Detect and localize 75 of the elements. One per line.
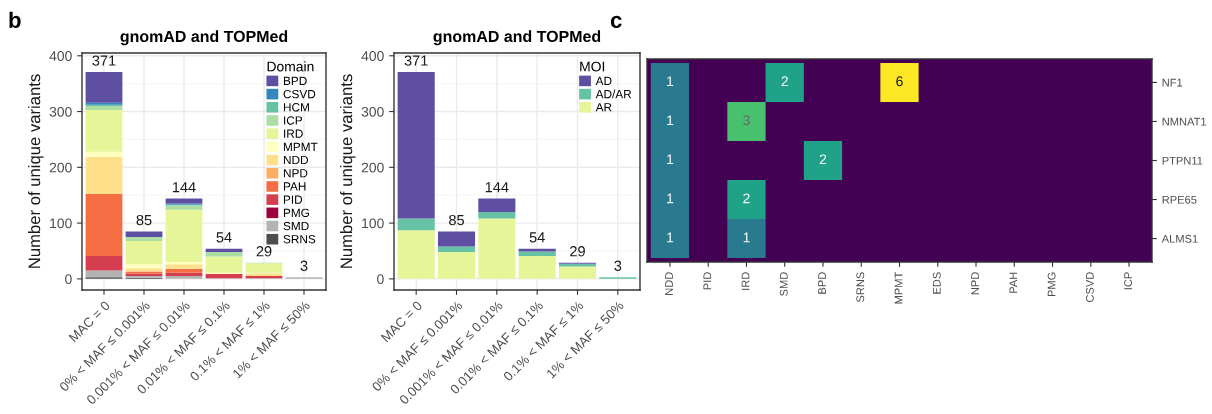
legend-title: MOI: [580, 61, 605, 72]
legend-label: AD/AR: [595, 89, 632, 99]
x-tick-label: SRNS: [856, 272, 865, 303]
x-tick-label: MPMT: [894, 271, 903, 304]
legend-label: MPMT: [283, 142, 318, 151]
y-tick-label: NF1: [1162, 78, 1183, 87]
x-tick-label: ICP: [1124, 272, 1133, 290]
y-axis-title: Number of unique variants: [340, 74, 356, 268]
legend-label: CSVD: [283, 89, 316, 99]
legend-label: PMG: [283, 208, 309, 217]
y-tick-label: 200: [49, 162, 72, 173]
y-tick-label: 0: [377, 274, 384, 285]
legend-label: NDD: [283, 155, 308, 165]
x-tick-label: PAH: [1009, 272, 1018, 293]
data-label: 1: [667, 193, 674, 204]
text: c: [610, 15, 622, 28]
legend-label: HCM: [283, 103, 309, 112]
legend-label: AD: [595, 76, 612, 85]
total-label: 371: [404, 55, 428, 66]
chart-title: gnomAD and TOPMed: [120, 30, 288, 46]
data-label: 1: [667, 232, 674, 243]
data-label: 1: [667, 115, 674, 126]
text: b: [9, 11, 21, 28]
legend-label: AR: [595, 103, 612, 112]
total-label: 29: [256, 246, 272, 257]
legend-label: PAH: [283, 182, 306, 191]
y-tick-label: 400: [361, 51, 384, 61]
total-label: 85: [449, 214, 465, 226]
legend-label: SRNS: [283, 235, 316, 244]
x-tick-label: PMG: [1047, 272, 1056, 297]
y-axis-title: Number of unique variants: [28, 74, 44, 268]
data-label: 2: [819, 154, 827, 165]
data-label: 1: [667, 154, 674, 165]
x-tick-label: PID: [703, 272, 712, 290]
y-tick-label: 0: [65, 274, 72, 285]
y-tick-label: 400: [49, 51, 72, 61]
x-tick-label: NPD: [971, 272, 979, 295]
x-tick-label: NDD: [665, 272, 673, 295]
legend-label: PID: [283, 195, 303, 204]
x-tick-label: EDS: [932, 272, 941, 294]
y-tick-label: ALMS1: [1161, 234, 1198, 243]
y-tick-label: RPE65: [1162, 195, 1197, 204]
total-label: 54: [529, 232, 545, 243]
data-label: 3: [743, 115, 750, 126]
legend-title: Domain: [267, 61, 314, 72]
x-tick-label: IRD: [741, 272, 750, 290]
y-tick-label: 200: [361, 162, 384, 173]
y-tick-label: PTPN11: [1162, 156, 1203, 165]
y-tick-label: NMNAT1: [1162, 117, 1207, 126]
total-label: 54: [216, 232, 232, 243]
legend-label: SMD: [283, 221, 309, 231]
legend-label: BPD: [283, 76, 307, 85]
chart-title: gnomAD and TOPMed: [433, 30, 601, 46]
y-tick-label: 300: [361, 106, 384, 117]
total-label: 144: [172, 182, 196, 193]
y-tick-label: 100: [362, 218, 384, 229]
total-label: 3: [300, 260, 308, 271]
x-tick-label: SMD: [779, 272, 788, 296]
data-label: 1: [743, 232, 750, 243]
legend-label: ICP: [284, 116, 303, 125]
legend-label: IRD: [284, 129, 303, 138]
data-label: 6: [896, 76, 903, 87]
y-tick-label: 300: [49, 106, 72, 117]
y-tick-label: 100: [50, 218, 72, 229]
total-label: 144: [485, 182, 509, 193]
x-tick-label: CSVD: [1085, 272, 1094, 303]
total-label: 371: [92, 55, 116, 66]
x-tick-label: BPD: [818, 272, 826, 294]
legend-label: NPD: [283, 169, 308, 178]
data-label: 1: [667, 76, 674, 87]
data-label: 2: [743, 193, 750, 204]
total-label: 85: [136, 214, 152, 226]
total-label: 29: [570, 246, 585, 257]
total-label: 3: [614, 260, 622, 271]
data-label: 2: [781, 76, 788, 87]
